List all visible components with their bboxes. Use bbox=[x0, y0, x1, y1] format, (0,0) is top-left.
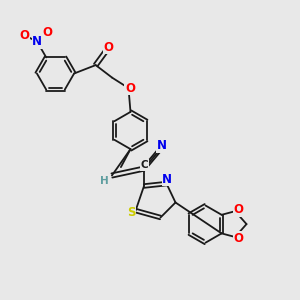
Text: N: N bbox=[162, 172, 172, 186]
Text: O: O bbox=[20, 29, 30, 42]
Text: O: O bbox=[233, 232, 243, 245]
Text: O: O bbox=[233, 203, 243, 216]
Text: N: N bbox=[32, 35, 42, 48]
Text: O: O bbox=[125, 82, 135, 95]
Text: O: O bbox=[43, 26, 53, 39]
Text: N: N bbox=[157, 139, 167, 152]
Text: S: S bbox=[127, 206, 135, 219]
Text: O: O bbox=[103, 40, 114, 54]
Text: H: H bbox=[100, 176, 109, 186]
Text: C: C bbox=[141, 160, 148, 170]
